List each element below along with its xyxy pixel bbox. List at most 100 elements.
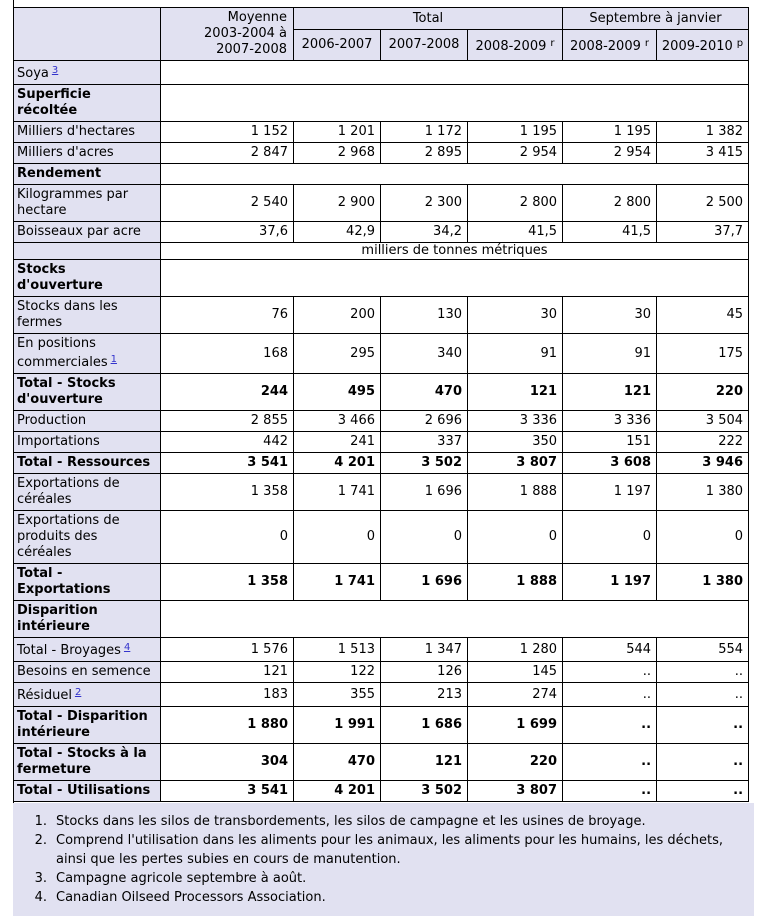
data-cell: 183: [160, 682, 294, 707]
data-cell: 37,6: [160, 221, 294, 243]
row-label-text: En positions commerciales: [17, 336, 108, 370]
table-row: Exportations de produits des céréales 0 0 0…: [13, 510, 750, 564]
footnote-item: 1. Stocks dans les silos de transbordemen…: [13, 812, 744, 831]
column-group-total: Total: [292, 6, 564, 31]
table-row: Total - Ressources 3 541 4 201 3 502 3 807 3 …: [13, 452, 750, 474]
column-header-year: 2009-2010 p: [656, 29, 750, 61]
data-cell: 91: [562, 333, 658, 374]
data-cell: 41,5: [466, 221, 564, 243]
data-cell: 1 197: [562, 563, 658, 601]
column-header-year-label: 2007-2008: [388, 37, 460, 53]
data-cell: 30: [562, 296, 658, 334]
row-label-text: Total - Disparition intérieure: [17, 709, 148, 740]
data-cell: 42,9: [293, 221, 381, 243]
row-label: [13, 242, 161, 260]
data-cell: ..: [562, 682, 658, 707]
data-cell: 168: [160, 333, 294, 374]
data-cell: 304: [160, 743, 294, 781]
data-cell: 544: [562, 637, 658, 662]
cropped-border-fragment-top: [13, 0, 14, 7]
data-cell: 0: [380, 510, 468, 564]
header-group-row: Moyenne 2003-2004 à 2007-2008 Total Septem…: [13, 6, 750, 61]
data-cell: 220: [656, 373, 750, 411]
data-cell: 175: [656, 333, 750, 374]
row-label-text: Exportations de produits des céréales: [17, 513, 120, 560]
row-label-text: Total - Exportations: [17, 566, 111, 597]
section-empty-cell: [159, 84, 750, 122]
data-cell: 151: [562, 431, 658, 453]
data-cell: 3 502: [380, 452, 468, 474]
row-label: Besoins en semence: [13, 661, 161, 683]
data-cell: ..: [562, 780, 658, 802]
data-cell: 274: [466, 682, 564, 707]
footnote-ref-link[interactable]: 2: [74, 687, 82, 698]
row-label-text: Stocks d'ouverture: [17, 262, 103, 293]
data-cell: ..: [562, 706, 658, 744]
data-cell: 1 880: [160, 706, 294, 744]
footnote-item: 4. Canadian Oilseed Processors Associatio…: [13, 888, 744, 907]
data-cell: 1 991: [293, 706, 381, 744]
data-cell: ..: [656, 706, 750, 744]
footnote-ref-link[interactable]: 1: [110, 354, 117, 365]
column-header-year: 2008-2009 r: [562, 29, 658, 61]
row-label-text: Rendement: [17, 166, 102, 181]
data-cell: 355: [293, 682, 381, 707]
data-cell: 3 807: [466, 780, 564, 802]
table-row: Milliers d'hectares 1 152 1 201 1 172 1 195 1…: [13, 121, 750, 143]
row-label: Total - Exportations: [13, 563, 161, 601]
row-label: Milliers d'acres: [13, 142, 161, 164]
data-cell: 122: [293, 661, 381, 683]
soya-supply-disposition-table: Moyenne 2003-2004 à 2007-2008 Total Septem…: [13, 6, 750, 802]
row-label-text: Soya: [17, 66, 49, 81]
data-cell: 200: [293, 296, 381, 334]
footnote-item: 2. Comprend l'utilisation dans les alimen…: [13, 831, 744, 869]
table-row: Milliers d'acres 2 847 2 968 2 895 2 954 2 95…: [13, 142, 750, 164]
data-cell: 1 152: [160, 121, 294, 143]
row-label: Total - Disparition intérieure: [13, 706, 161, 744]
section-empty-cell: [159, 259, 750, 297]
data-cell: 1 513: [293, 637, 381, 662]
row-label-text: Total - Stocks à la fermeture: [17, 746, 147, 777]
data-cell: 1 195: [466, 121, 564, 143]
row-label-text: Exportations de céréales: [17, 476, 120, 507]
section-empty-cell: [159, 60, 750, 85]
column-header-year: 2007-2008: [380, 29, 468, 61]
data-cell: 3 466: [293, 410, 381, 432]
table-row: Total - Stocks à la fermeture 304 470 121 22…: [13, 743, 750, 781]
data-cell: 37,7: [656, 221, 750, 243]
row-label: Importations: [13, 431, 161, 453]
data-cell: ..: [656, 780, 750, 802]
data-cell: 121: [380, 743, 468, 781]
data-cell: 1 380: [656, 473, 750, 511]
footnote-ref-link[interactable]: 3: [51, 65, 59, 76]
table-row: Stocks dans les fermes 76 200 130 30 30 45: [13, 296, 750, 334]
data-cell: 130: [380, 296, 468, 334]
row-label-text: Stocks dans les fermes: [17, 299, 118, 330]
data-cell: 1 195: [562, 121, 658, 143]
data-cell: 1 172: [380, 121, 468, 143]
table-row: Disparition intérieure: [13, 600, 750, 638]
data-cell: 1 888: [466, 473, 564, 511]
table-row: Besoins en semence 121 122 126 145....: [13, 661, 750, 683]
data-cell: 554: [656, 637, 750, 662]
data-cell: 470: [293, 743, 381, 781]
footnote-item: 3. Campagne agricole septembre à août.: [13, 869, 744, 888]
data-cell: 41,5: [562, 221, 658, 243]
data-cell: 2 847: [160, 142, 294, 164]
table-row: Exportations de céréales 1 358 1 741 1 696 1…: [13, 473, 750, 511]
data-cell: 3 336: [466, 410, 564, 432]
data-cell: 121: [160, 661, 294, 683]
row-label: Stocks d'ouverture: [13, 259, 161, 297]
table-row: En positions commerciales 1 168 295 340 91 91 1…: [13, 333, 750, 374]
row-label: En positions commerciales 1: [13, 333, 161, 374]
data-cell: 1 380: [656, 563, 750, 601]
row-label: Stocks dans les fermes: [13, 296, 161, 334]
row-label: Total - Ressources: [13, 452, 161, 474]
table-row: Superficie récoltée: [13, 84, 750, 122]
footnote-ref-link[interactable]: 4: [123, 642, 131, 653]
data-cell: 1 696: [380, 563, 468, 601]
row-label: Boisseaux par acre: [13, 221, 161, 243]
data-cell: 1 358: [160, 473, 294, 511]
data-cell: 2 954: [562, 142, 658, 164]
row-label-text: Disparition intérieure: [17, 603, 98, 634]
